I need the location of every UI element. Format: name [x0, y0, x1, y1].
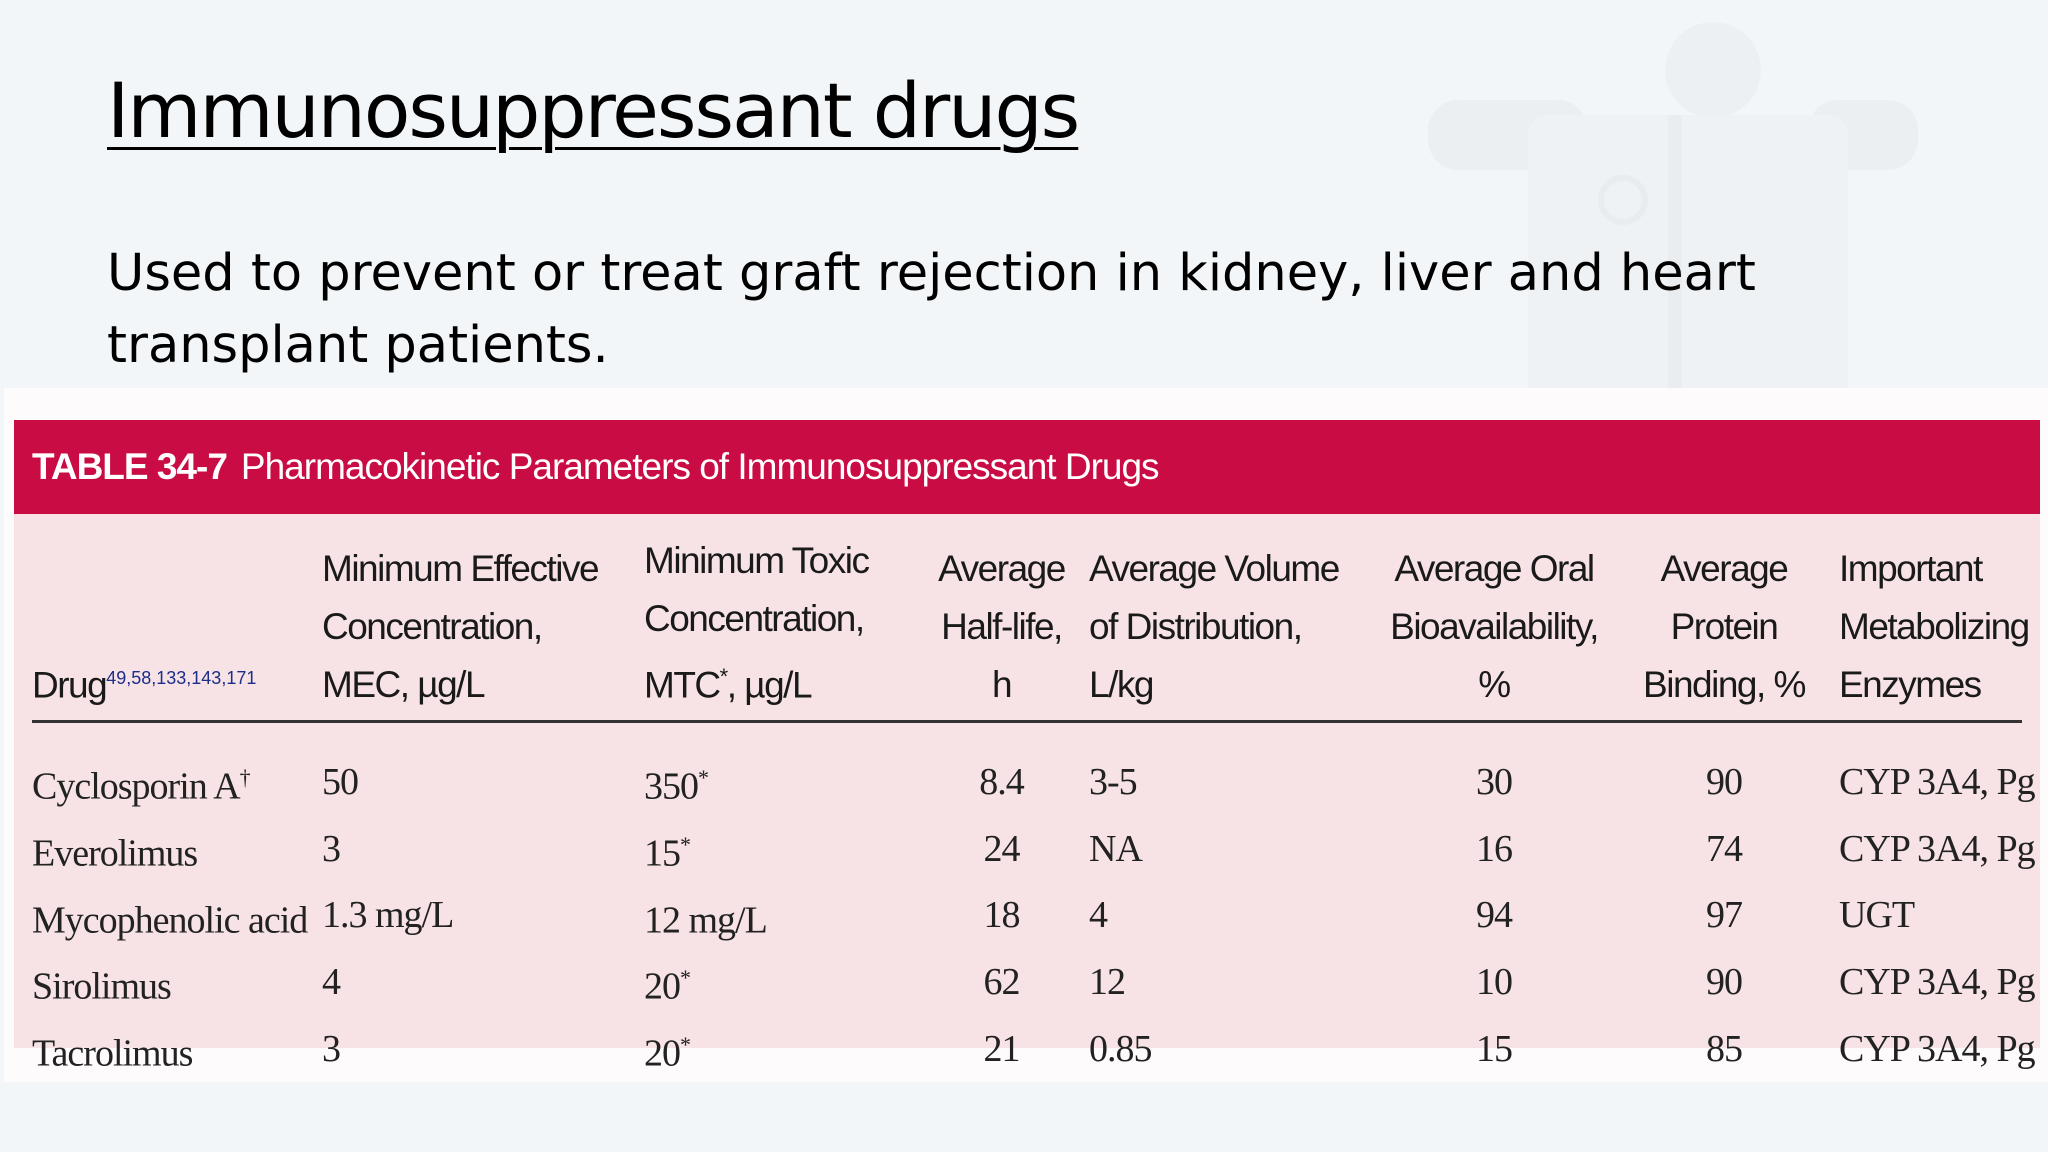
cell-drug: Mycophenolic acid	[32, 899, 308, 942]
cell-mec: 4	[322, 961, 341, 1004]
cell-protein-binding: 90	[1706, 961, 1743, 1004]
cell-mec: 3	[322, 1027, 341, 1070]
table-label: TABLE 34-7	[32, 446, 228, 487]
cell-protein-binding: 97	[1706, 894, 1743, 937]
cell-bioavailability: 16	[1476, 827, 1513, 870]
header-enzymes: Important Metabolizing Enzymes	[1839, 532, 2030, 724]
cell-bioavailability: 94	[1476, 894, 1513, 937]
cell-enzymes: UGT	[1839, 894, 1915, 937]
cell-volume: 3-5	[1089, 761, 1138, 804]
cell-half-life: 8.4	[979, 761, 1025, 804]
cell-volume: NA	[1089, 827, 1143, 870]
cell-half-life: 24	[983, 827, 1021, 870]
cell-volume: 4	[1089, 894, 1108, 937]
header-drug: Drug49,58,133,143,171	[32, 532, 322, 724]
slide-title: Immunosuppressant drugs	[107, 66, 1080, 155]
cell-volume: 12	[1089, 961, 1126, 1004]
cell-protein-binding: 90	[1706, 761, 1743, 804]
table-row: Tacrolimus 3 20* 21 0.85 15 85 CYP 3A4, …	[32, 1016, 2036, 1083]
header-volume: Average Volume of Distribution, L/kg	[1089, 532, 1379, 724]
cell-protein-binding: 85	[1706, 1027, 1743, 1070]
cell-enzymes: CYP 3A4, Pg	[1839, 961, 2036, 1004]
cell-mtc: 350*	[644, 765, 709, 808]
doctor-watermark-figure	[1428, 22, 1918, 410]
cell-mec: 1.3 mg/L	[322, 894, 454, 937]
table-header-row: Drug49,58,133,143,171 Minimum Effective …	[32, 532, 2030, 724]
slide-body-text: Used to prevent or treat graft rejection…	[107, 244, 1756, 375]
cell-bioavailability: 30	[1476, 761, 1513, 804]
table-row: Cyclosporin A† 50 350* 8.4 3-5 30 90 CYP…	[32, 722, 2036, 816]
cell-drug: Everolimus	[32, 832, 198, 875]
cell-drug: Cyclosporin A†	[32, 765, 251, 808]
cell-mtc: 20*	[644, 1031, 691, 1075]
cell-bioavailability: 15	[1476, 1027, 1513, 1070]
header-mec: Minimum Effective Concentration, MEC, µg…	[322, 532, 644, 724]
cell-volume: 0.85	[1089, 1027, 1153, 1070]
cell-mtc: 12 mg/L	[644, 899, 768, 942]
cell-half-life: 62	[983, 961, 1021, 1004]
header-mtc: Minimum Toxic Concentration, MTC*, µg/L	[644, 532, 914, 724]
cell-mec: 3	[322, 827, 341, 870]
header-bioavailability: Average Oral Bioavailability, %	[1379, 532, 1609, 724]
table-row: Mycophenolic acid 1.3 mg/L 12 mg/L 18 4 …	[32, 883, 2022, 950]
cell-mtc: 15*	[644, 831, 691, 875]
cell-protein-binding: 74	[1706, 827, 1743, 870]
header-protein-binding: Average Protein Binding, %	[1609, 532, 1839, 724]
header-half-life: Average Half-life, h	[914, 532, 1089, 724]
cell-enzymes: CYP 3A4, Pg	[1839, 1027, 2036, 1070]
table-caption: Pharmacokinetic Parameters of Immunosupp…	[240, 446, 1160, 487]
cell-drug: Sirolimus	[32, 965, 172, 1008]
pharmacokinetics-table: TABLE 34-7 Pharmacokinetic Parameters of…	[14, 420, 2040, 1075]
table-image-panel: TABLE 34-7 Pharmacokinetic Parameters of…	[4, 388, 2048, 1082]
cell-mec: 50	[322, 761, 359, 804]
cell-enzymes: CYP 3A4, Pg	[1839, 827, 2036, 870]
cell-half-life: 18	[983, 894, 1021, 937]
table-row: Sirolimus 4 20* 62 12 10 90 CYP 3A4, Pg	[32, 949, 2036, 1016]
cell-half-life: 21	[983, 1027, 1021, 1070]
cell-mtc: 20*	[644, 965, 691, 1008]
cell-drug: Tacrolimus	[32, 1032, 193, 1075]
cell-enzymes: CYP 3A4, Pg	[1839, 761, 2036, 804]
parameters-table: Drug49,58,133,143,171 Minimum Effective …	[32, 532, 2036, 1083]
cell-bioavailability: 10	[1476, 961, 1513, 1004]
table-caption-banner: TABLE 34-7 Pharmacokinetic Parameters of…	[14, 420, 2040, 514]
table-row: Everolimus 3 15* 24 NA 16 74 CYP 3A4, Pg	[32, 816, 2036, 883]
